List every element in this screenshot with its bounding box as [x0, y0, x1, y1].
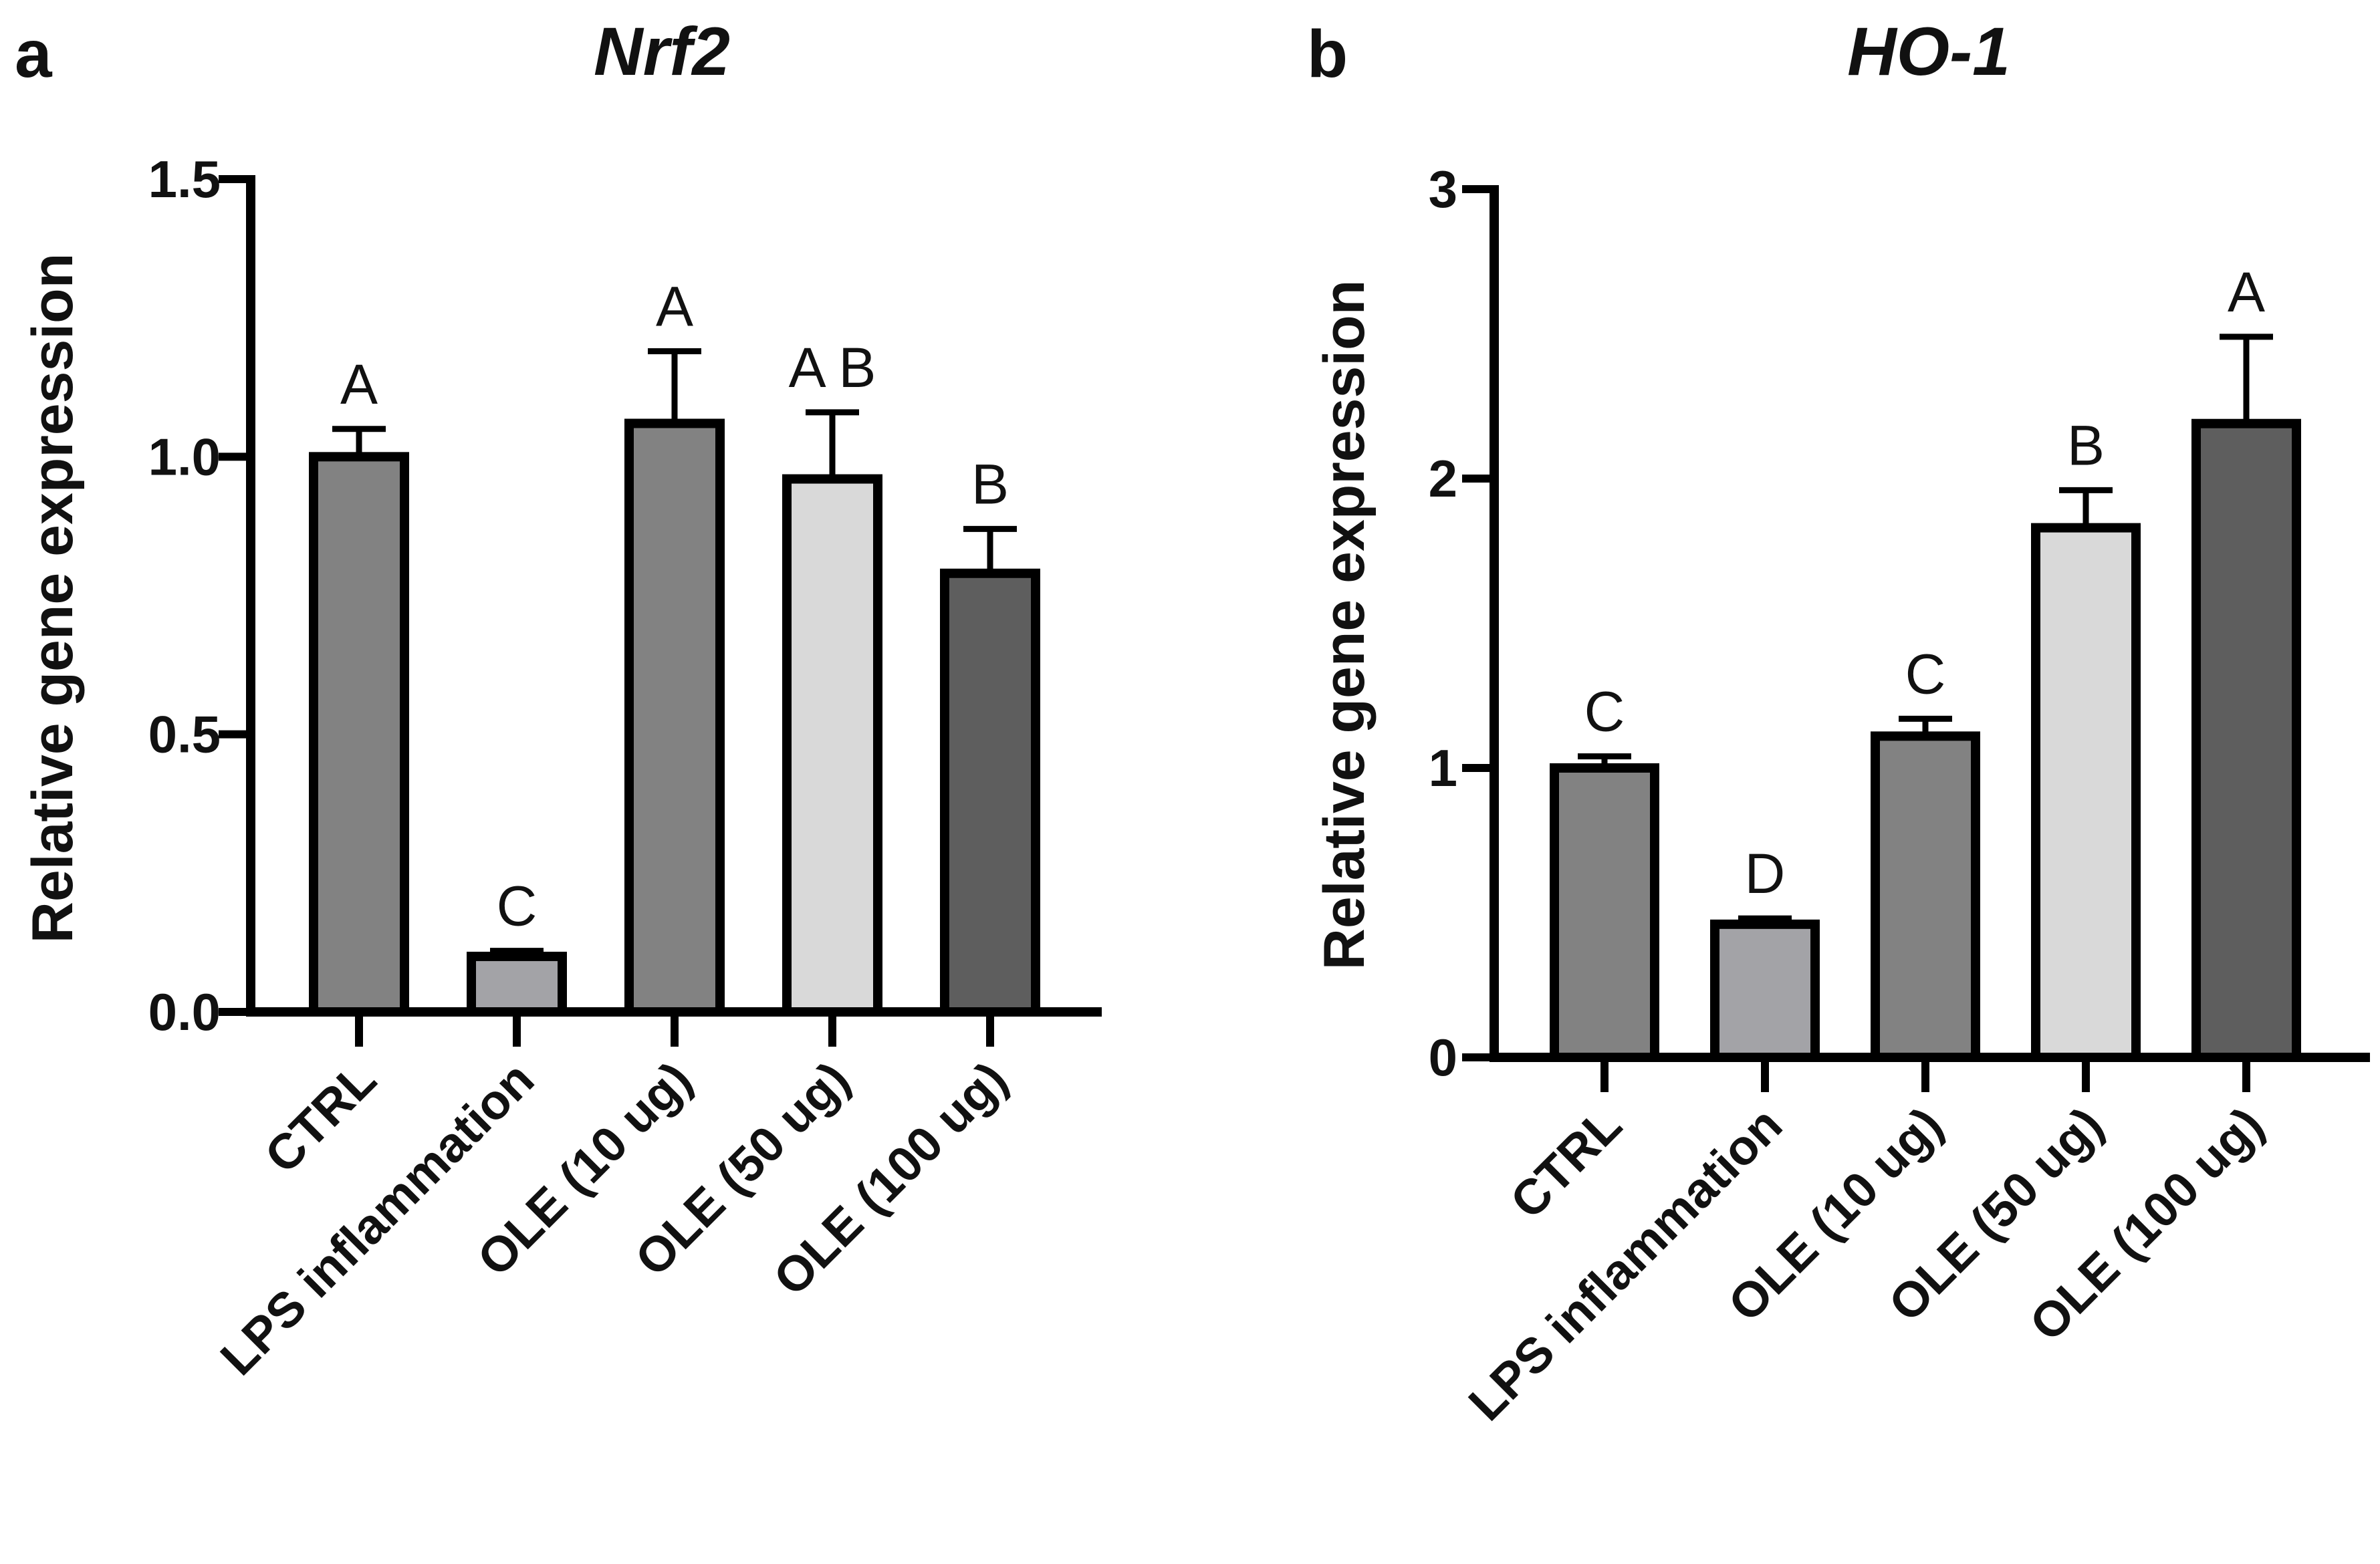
panel-a-y-axis-label: Relative gene expression: [21, 253, 85, 943]
y-tick-label: 0.0: [148, 983, 221, 1041]
y-tick-label: 1.5: [148, 150, 221, 209]
significance-label: A B: [789, 336, 876, 399]
significance-label: B: [971, 452, 1009, 515]
significance-label: C: [1905, 642, 1946, 705]
significance-label: B: [2067, 414, 2105, 477]
y-tick-label: 0: [1429, 1028, 1457, 1087]
significance-label: A: [656, 275, 693, 338]
bar: [2191, 418, 2301, 1062]
y-tick-label: 1.0: [148, 427, 221, 486]
significance-label: C: [1584, 680, 1625, 743]
y-tick-label: 1: [1429, 739, 1457, 797]
bar: [1550, 763, 1659, 1062]
bar: [624, 418, 725, 1017]
panel-b-title: HO-1: [1847, 13, 2010, 90]
panel-a-title: Nrf2: [594, 13, 730, 90]
panel-b-y-axis-label: Relative gene expression: [1312, 280, 1377, 970]
bar: [1710, 919, 1820, 1062]
bar: [467, 951, 567, 1017]
y-tick-label: 2: [1429, 449, 1457, 508]
significance-label: C: [497, 875, 538, 938]
panel-b-letter: b: [1307, 17, 1348, 92]
panel-a-letter: a: [15, 17, 53, 92]
bar: [940, 568, 1040, 1017]
y-tick-label: 3: [1429, 160, 1457, 219]
bar: [309, 452, 409, 1017]
bar: [1871, 731, 1980, 1062]
bar: [2031, 523, 2141, 1062]
significance-label: D: [1745, 842, 1786, 905]
bar: [782, 474, 882, 1017]
significance-label: A: [340, 353, 378, 416]
significance-label: A: [2228, 261, 2265, 323]
y-tick-label: 0.5: [148, 705, 221, 764]
